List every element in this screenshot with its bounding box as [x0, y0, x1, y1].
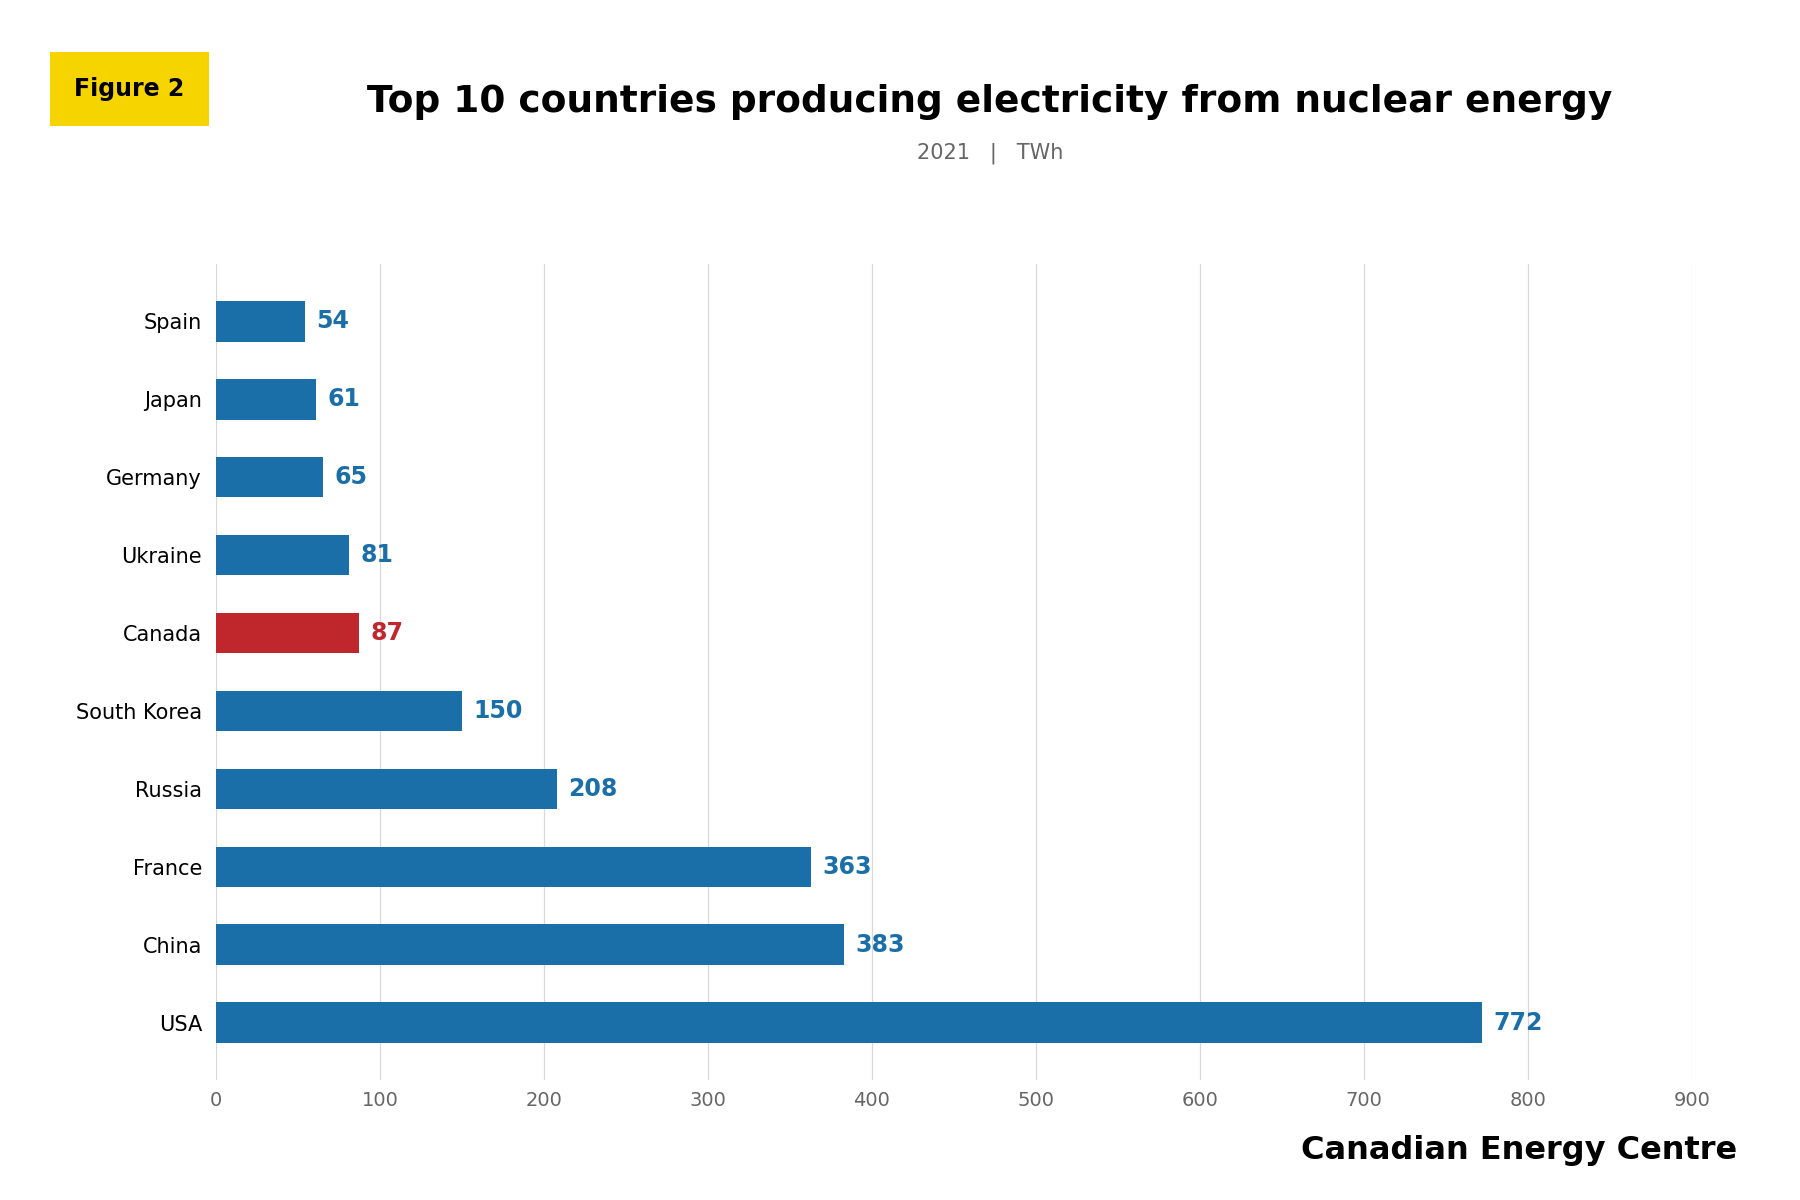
Bar [216, 924, 844, 965]
Bar [216, 1002, 1481, 1043]
Bar [216, 769, 558, 809]
Bar [216, 379, 317, 420]
Bar [216, 613, 358, 653]
Text: 65: 65 [335, 466, 367, 490]
Text: Figure 2: Figure 2 [74, 77, 185, 101]
Bar [216, 535, 349, 575]
Text: 87: 87 [371, 622, 403, 646]
Text: 772: 772 [1494, 1010, 1543, 1034]
Bar [216, 301, 304, 342]
Text: 81: 81 [360, 544, 392, 568]
Text: 150: 150 [473, 698, 522, 722]
Text: 363: 363 [823, 854, 873, 878]
Bar [216, 457, 322, 498]
Bar [216, 691, 463, 731]
Bar [216, 846, 812, 887]
Text: 54: 54 [317, 310, 349, 334]
Text: 208: 208 [569, 776, 617, 800]
Text: 2021   |   TWh: 2021 | TWh [916, 143, 1064, 164]
Text: 61: 61 [328, 388, 360, 412]
Text: Top 10 countries producing electricity from nuclear energy: Top 10 countries producing electricity f… [367, 84, 1613, 120]
Text: Canadian Energy Centre: Canadian Energy Centre [1301, 1135, 1737, 1166]
Text: 383: 383 [855, 932, 905, 956]
